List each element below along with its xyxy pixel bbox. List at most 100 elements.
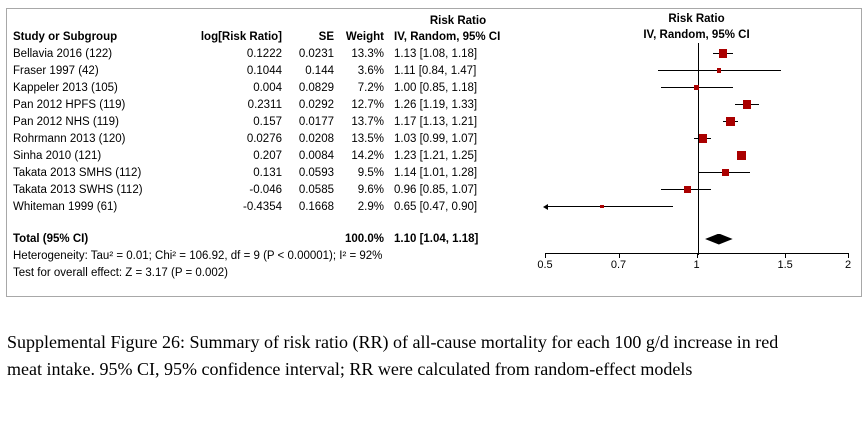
weight-value: 13.7% <box>351 115 384 128</box>
plot-inner <box>545 96 848 113</box>
ci-value: 1.14 [1.01, 1.28] <box>394 166 478 179</box>
effect-marker <box>684 186 691 193</box>
total-weight: 100.0% <box>344 233 384 245</box>
log-risk-ratio-value: 0.2311 <box>247 98 282 111</box>
weight-value: 3.6% <box>357 64 384 77</box>
se-value: 0.0084 <box>298 149 334 162</box>
effect-marker <box>698 134 708 143</box>
ci-value: 1.11 [0.84, 1.47] <box>394 64 477 77</box>
header-row-2: Study or Subgroup log[Risk Ratio] SE Wei… <box>7 29 861 45</box>
effect-marker <box>600 204 605 209</box>
column-header-study: Study or Subgroup <box>13 31 118 43</box>
study-name: Rohrmann 2013 (120) <box>13 132 126 145</box>
table-row: Pan 2012 HPFS (119) 0.2311 0.0292 12.7% … <box>7 96 861 113</box>
table-row: Bellavia 2016 (122) 0.1222 0.0231 13.3% … <box>7 45 861 62</box>
se-value: 0.0829 <box>298 81 334 94</box>
log-risk-ratio-value: -0.4354 <box>242 200 282 213</box>
plot-inner <box>545 230 848 248</box>
weight-value: 14.2% <box>351 149 384 162</box>
overall-effect-text: Test for overall effect: Z = 3.17 (P = 0… <box>13 267 228 279</box>
forest-plot-cell <box>532 45 861 62</box>
log-risk-ratio-value: 0.004 <box>253 81 282 94</box>
weight-value: 2.9% <box>357 200 384 213</box>
axis-tick <box>618 253 620 258</box>
forest-plot-cell <box>532 198 861 215</box>
study-name: Kappeler 2013 (105) <box>13 81 118 94</box>
weight-value: 13.3% <box>351 47 384 60</box>
column-header-se: SE <box>318 31 334 43</box>
weight-value: 7.2% <box>357 81 384 94</box>
se-value: 0.0292 <box>298 98 334 111</box>
weight-value: 9.6% <box>357 183 384 196</box>
forest-plot-cell <box>532 147 861 164</box>
no-effect-line <box>697 43 699 255</box>
axis-tick-label: 2 <box>844 259 852 271</box>
total-diamond <box>705 233 733 245</box>
forest-plot-cell <box>532 96 861 113</box>
log-risk-ratio-value: 0.1222 <box>246 47 282 60</box>
axis-tick <box>545 253 546 258</box>
effect-marker <box>737 151 747 160</box>
plot-inner <box>545 45 848 62</box>
footer: Heterogeneity: Tau² = 0.01; Chi² = 106.9… <box>7 248 861 296</box>
ci-value: 0.65 [0.47, 0.90] <box>394 200 478 213</box>
column-header-weight: Weight <box>345 31 384 43</box>
weight-value: 12.7% <box>351 98 384 111</box>
forest-plot-cell <box>532 181 861 198</box>
table-row: Takata 2013 SWHS (112) -0.046 0.0585 9.6… <box>7 181 861 198</box>
ci-value: 0.96 [0.85, 1.07] <box>394 183 478 196</box>
total-label: Total (95% CI) <box>13 233 89 245</box>
ci-value: 1.00 [0.85, 1.18] <box>394 81 478 94</box>
footer-stats: Heterogeneity: Tau² = 0.01; Chi² = 106.9… <box>7 248 532 282</box>
forest-plot-cell <box>532 130 861 147</box>
total-ci: 1.10 [1.04, 1.18] <box>394 233 479 245</box>
plot-inner <box>545 79 848 96</box>
weight-value: 13.5% <box>351 132 384 145</box>
ci-value: 1.26 [1.19, 1.33] <box>394 98 478 111</box>
column-header-log-risk-ratio: log[Risk Ratio] <box>200 31 282 43</box>
se-value: 0.0177 <box>298 115 334 128</box>
risk-ratio-plot-header: Risk Ratio <box>668 13 725 25</box>
plot-inner <box>545 130 848 147</box>
axis-tick-label: 0.7 <box>610 259 627 271</box>
table-row: Kappeler 2013 (105) 0.004 0.0829 7.2% 1.… <box>7 79 861 96</box>
spacer-row <box>7 215 861 230</box>
axis-tick <box>696 253 698 258</box>
effect-marker <box>718 49 728 58</box>
column-header-ci: IV, Random, 95% CI <box>394 31 501 43</box>
weight-value: 9.5% <box>357 166 384 179</box>
table-row: Rohrmann 2013 (120) 0.0276 0.0208 13.5% … <box>7 130 861 147</box>
plot-inner <box>545 62 848 79</box>
plot-column-header-ci: IV, Random, 95% CI <box>643 29 750 41</box>
table-row: Takata 2013 SMHS (112) 0.131 0.0593 9.5%… <box>7 164 861 181</box>
study-name: Pan 2012 HPFS (119) <box>13 98 126 111</box>
log-risk-ratio-value: 0.157 <box>253 115 282 128</box>
forest-plot-figure: Risk Ratio Risk Ratio Study or Subgroup … <box>6 8 862 297</box>
se-value: 0.0208 <box>298 132 334 145</box>
table-row: Sinha 2010 (121) 0.207 0.0084 14.2% 1.23… <box>7 147 861 164</box>
log-risk-ratio-value: 0.131 <box>253 166 282 179</box>
study-name: Bellavia 2016 (122) <box>13 47 113 60</box>
study-name: Sinha 2010 (121) <box>13 149 102 162</box>
plot-inner <box>545 147 848 164</box>
forest-plot-cell <box>532 164 861 181</box>
total-row: Total (95% CI) 100.0% 1.10 [1.04, 1.18] <box>7 230 861 248</box>
ci-value: 1.13 [1.08, 1.18] <box>394 47 478 60</box>
table-row: Fraser 1997 (42) 0.1044 0.144 3.6% 1.11 … <box>7 62 861 79</box>
plot-inner <box>545 181 848 198</box>
axis-tick <box>785 253 787 258</box>
log-risk-ratio-value: -0.046 <box>249 183 282 196</box>
study-rows: Bellavia 2016 (122) 0.1222 0.0231 13.3% … <box>7 45 861 215</box>
axis-tick-label: 1.5 <box>777 259 793 271</box>
se-value: 0.1668 <box>298 200 334 213</box>
study-name: Takata 2013 SWHS (112) <box>13 183 143 196</box>
axis-tick-label: 0.5 <box>537 259 553 271</box>
effect-marker <box>693 84 700 91</box>
plot-inner <box>543 198 848 215</box>
heterogeneity-text: Heterogeneity: Tau² = 0.01; Chi² = 106.9… <box>13 250 383 262</box>
ci-value: 1.17 [1.13, 1.21] <box>394 115 478 128</box>
study-name: Takata 2013 SMHS (112) <box>13 166 142 179</box>
ci-value: 1.23 [1.21, 1.25] <box>394 149 478 162</box>
table-row: Whiteman 1999 (61) -0.4354 0.1668 2.9% 0… <box>7 198 861 215</box>
study-name: Whiteman 1999 (61) <box>13 200 118 213</box>
